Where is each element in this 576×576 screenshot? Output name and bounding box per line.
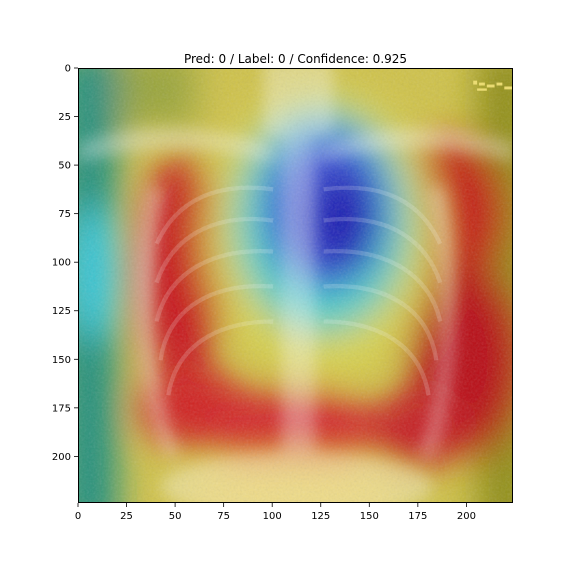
y-tick-label: 0	[65, 64, 71, 75]
y-tick-label: 200	[52, 452, 71, 463]
y-tick-label: 75	[58, 209, 71, 220]
y-tick-label: 150	[52, 355, 71, 366]
xray-heatmap-graphic	[79, 69, 512, 502]
x-tick-label: 75	[217, 511, 230, 522]
x-tick-label: 200	[457, 511, 476, 522]
x-tick-label: 150	[360, 511, 379, 522]
y-axis: 0 25 50 75 100 125 150 175 200	[52, 64, 78, 463]
x-tick-label: 25	[120, 511, 133, 522]
heatmap-image	[78, 68, 513, 503]
x-tick-label: 175	[408, 511, 427, 522]
x-axis: 0 25 50 75 100 125 150 175 200	[75, 503, 476, 522]
y-tick-label: 125	[52, 306, 71, 317]
x-tick-label: 0	[75, 511, 81, 522]
y-tick-label: 25	[58, 112, 71, 123]
y-tick-label: 50	[58, 161, 71, 172]
x-tick-label: 50	[169, 511, 182, 522]
figure-title: Pred: 0 / Label: 0 / Confidence: 0.925	[183, 52, 408, 66]
x-tick-label: 100	[263, 511, 282, 522]
y-tick-label: 175	[52, 403, 71, 414]
y-tick-label: 100	[52, 258, 71, 269]
x-tick-label: 125	[311, 511, 330, 522]
